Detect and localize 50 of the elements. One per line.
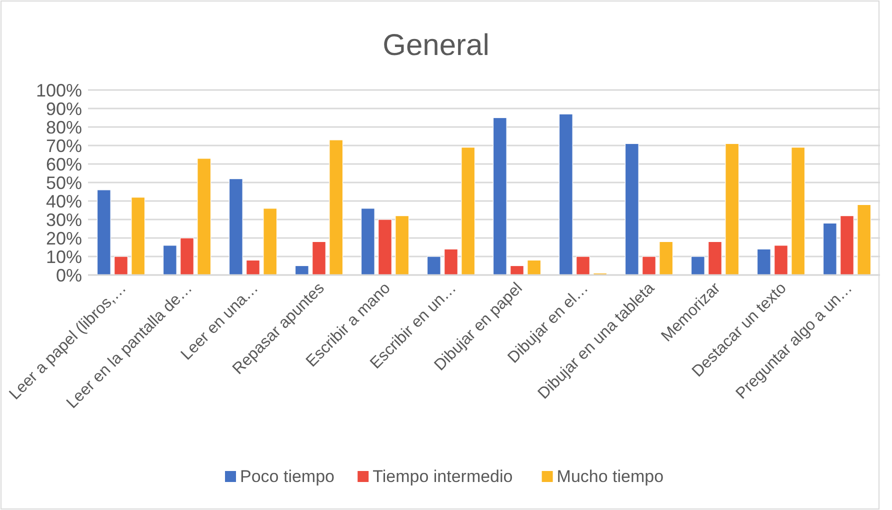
- bar: [840, 216, 854, 276]
- bar: [378, 219, 392, 276]
- bar: [228, 178, 243, 276]
- y-tick-label: 60%: [46, 154, 82, 174]
- bar: [114, 256, 128, 276]
- bar: [360, 208, 375, 276]
- bar: [756, 248, 771, 276]
- bar: [774, 245, 788, 276]
- bar: [131, 197, 146, 276]
- y-tick-label: 50%: [46, 172, 82, 193]
- bar: [527, 260, 542, 276]
- bar: [162, 245, 177, 276]
- bar: [444, 248, 458, 276]
- bar: [180, 238, 194, 276]
- legend-label: Mucho tiempo: [556, 467, 664, 486]
- legend-label: Poco tiempo: [240, 467, 334, 486]
- bar: [857, 204, 872, 276]
- bar: [395, 216, 410, 276]
- y-tick-label: 20%: [46, 228, 82, 248]
- chart-title: General: [382, 29, 490, 62]
- bar: [492, 117, 507, 276]
- y-tick-label: 80%: [46, 117, 82, 138]
- bar: [659, 241, 674, 276]
- bar: [690, 256, 705, 276]
- bar: [624, 143, 639, 276]
- y-tick-label: 40%: [46, 191, 82, 212]
- bar: [294, 265, 309, 276]
- bar: [329, 140, 344, 276]
- y-tick-label: 100%: [36, 80, 82, 100]
- bar: [461, 147, 476, 276]
- bar: [708, 241, 722, 276]
- y-tick-label: 10%: [46, 246, 82, 267]
- bar: [791, 147, 806, 276]
- bar: [558, 114, 573, 276]
- bar: [725, 143, 740, 276]
- bar: [246, 260, 260, 276]
- bar: [312, 241, 326, 276]
- bar: [426, 256, 441, 276]
- bar: [576, 256, 590, 276]
- legend-label: Tiempo intermedio: [372, 467, 513, 486]
- y-tick-label: 90%: [46, 98, 82, 119]
- bar: [642, 256, 656, 276]
- bar: [263, 208, 278, 276]
- bar: [96, 190, 111, 276]
- bar: [510, 265, 524, 276]
- bar: [822, 222, 837, 276]
- y-tick-label: 0%: [56, 265, 82, 286]
- y-tick-label: 30%: [46, 210, 82, 230]
- bar: [197, 158, 212, 276]
- y-tick-label: 70%: [46, 136, 82, 156]
